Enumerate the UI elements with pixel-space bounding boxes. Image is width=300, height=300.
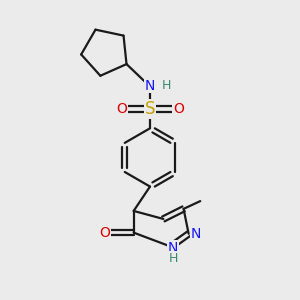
- Text: S: S: [145, 100, 155, 118]
- Text: H: H: [162, 79, 171, 92]
- Text: O: O: [116, 102, 127, 116]
- Text: N: N: [191, 227, 201, 241]
- Text: O: O: [173, 102, 184, 116]
- Text: O: O: [99, 226, 110, 240]
- Text: N: N: [145, 79, 155, 92]
- Text: N: N: [168, 241, 178, 255]
- Text: H: H: [169, 252, 178, 265]
